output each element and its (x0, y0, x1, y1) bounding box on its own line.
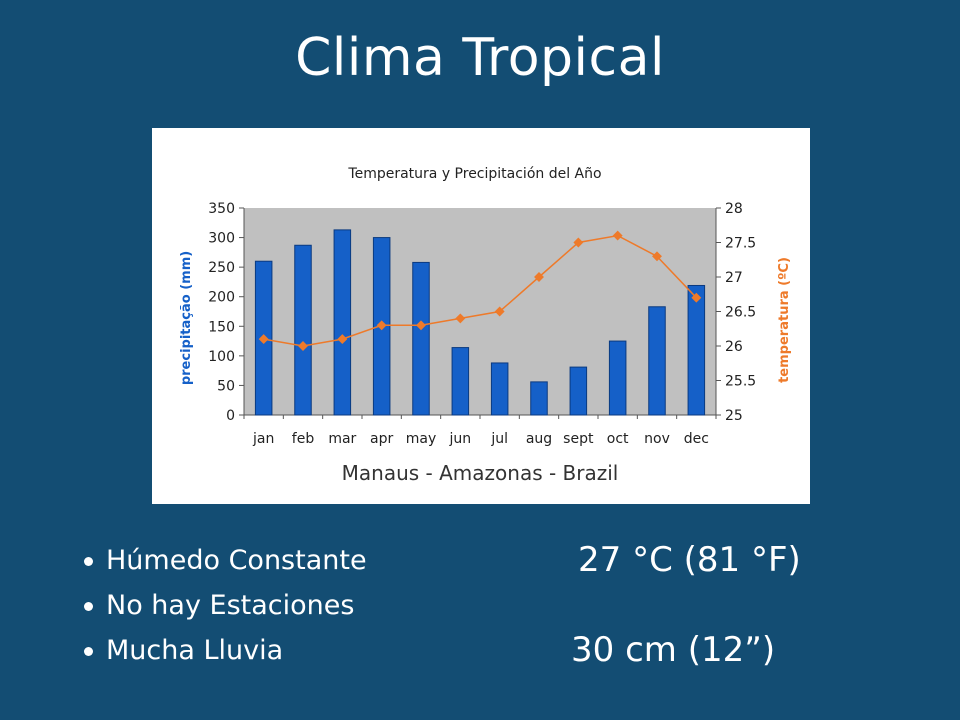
x-tick-label: nov (644, 431, 670, 447)
bullet-item: Húmedo Constante (84, 538, 367, 583)
y-left-tick-label: 200 (208, 290, 235, 306)
chart-axes (239, 207, 721, 419)
precipitation-bar (294, 244, 312, 416)
x-tick-label: sept (563, 431, 594, 447)
temperature-point (416, 320, 426, 331)
x-tick-label: aug (526, 431, 552, 447)
x-tick-label: jul (490, 431, 508, 447)
temperature-point (652, 251, 662, 262)
y-left-tick-label: 0 (226, 408, 235, 424)
x-tick-label: jan (252, 431, 274, 447)
y-right-tick-label: 27 (725, 270, 743, 286)
x-tick-label: mar (328, 431, 356, 447)
y-axis-left-label: precipitação (mm) (179, 251, 194, 385)
chart-subtitle: Manaus - Amazonas - Brazil (342, 461, 619, 485)
precipitation-bar (490, 362, 509, 416)
temperature-point (337, 334, 348, 345)
y-axis-right-label: temperatura (ºC) (777, 257, 792, 383)
temperature-point (691, 292, 702, 303)
x-tick-label: apr (370, 431, 393, 447)
y-right-tick-label: 26.5 (725, 305, 756, 321)
y-right-tick-label: 25.5 (725, 374, 756, 390)
temperature-point (376, 320, 387, 331)
y-right-tick-label: 28 (725, 201, 743, 217)
x-tick-label: oct (607, 431, 629, 447)
precipitation-bar (648, 306, 666, 416)
y-left-tick-label: 300 (208, 231, 235, 247)
bullet-list: Húmedo Constante No hay Estaciones Mucha… (84, 538, 367, 673)
temperature-point (534, 272, 544, 282)
y-right-tick-label: 25 (725, 408, 743, 424)
y-left-tick-label: 350 (208, 201, 235, 217)
precipitation-bar (451, 347, 470, 416)
temperature-precipitation-chart: Temperatura y Precipitación del Año 0 50 1… (179, 166, 792, 485)
precipitation-bar (608, 340, 627, 416)
y-right-tick-label: 26 (725, 339, 743, 355)
tick-labels: 0 50 100 150 200 250 300 350 25 25.5 26 26.5 27 27.5 2… (208, 201, 756, 447)
bullet-item: No hay Estaciones (84, 583, 367, 628)
x-tick-label: may (406, 431, 437, 447)
plot-area (244, 208, 716, 415)
temperature-series-line (263, 234, 697, 347)
average-rainfall: 30 cm (12”) (571, 630, 776, 670)
temperature-point (573, 237, 584, 248)
precipitation-bar (687, 284, 706, 416)
average-temperature: 27 °C (81 °F) (578, 540, 801, 580)
x-tick-label: jun (449, 431, 472, 447)
y-left-tick-label: 100 (208, 349, 235, 365)
y-left-tick-label: 50 (217, 378, 235, 394)
precipitation-bar (333, 229, 352, 416)
chart-container: Temperatura y Precipitación del Año 0 50 1… (152, 128, 810, 504)
y-right-tick-label: 27.5 (725, 236, 756, 252)
x-tick-label: dec (684, 431, 709, 447)
precipitation-bar (530, 381, 548, 416)
y-left-tick-label: 250 (208, 260, 235, 276)
bullet-item: Mucha Lluvia (84, 628, 367, 673)
chart-title: Temperatura y Precipitación del Año (347, 166, 601, 182)
precipitation-bar (412, 261, 430, 416)
precipitation-bar (569, 366, 588, 416)
slide-title: Clima Tropical (295, 28, 665, 88)
y-left-tick-label: 150 (208, 319, 235, 335)
x-tick-label: feb (292, 431, 315, 447)
